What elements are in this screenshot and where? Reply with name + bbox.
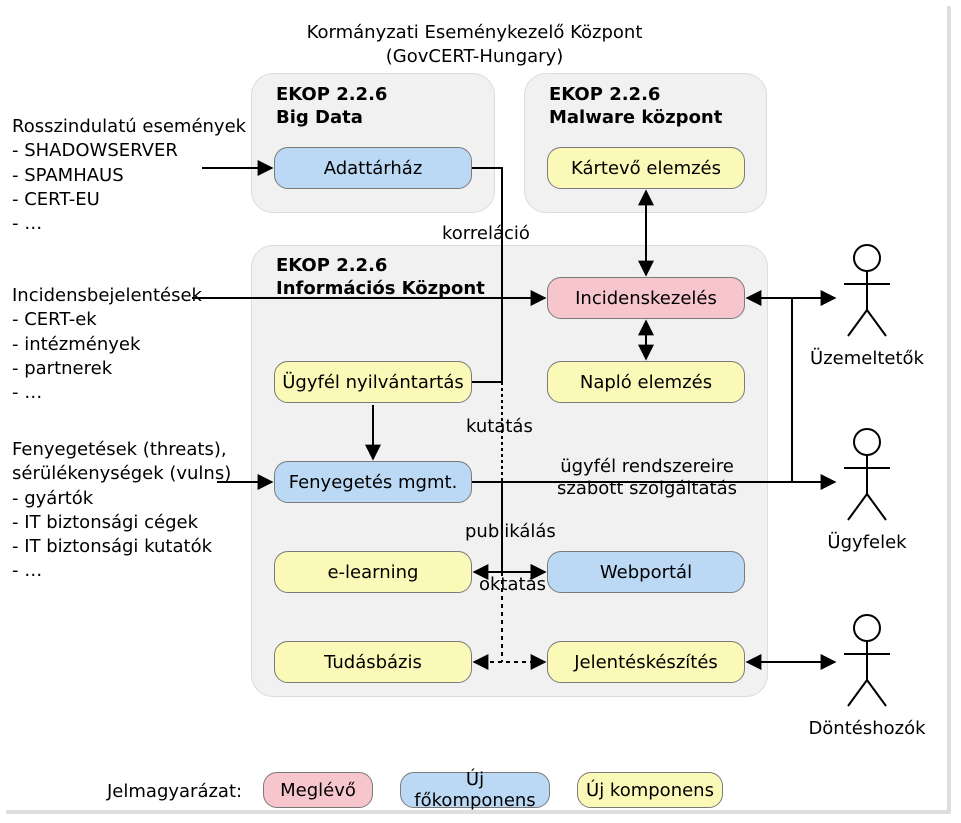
edge-label-korrelacio: korreláció: [442, 223, 530, 245]
node-label: Kártevő elemzés: [571, 158, 721, 179]
diagram-title-2: (GovCERT-Hungary): [2, 46, 947, 67]
node-label: Napló elemzés: [580, 372, 712, 393]
node-label: Tudásbázis: [324, 652, 422, 673]
node-elearning: e-learning: [274, 551, 472, 593]
actor-label-donteshozok: Döntéshozók: [802, 718, 932, 739]
diagram-title-1: Kormányzati Eseménykezelő Központ: [2, 22, 947, 43]
legend-meglevo: Meglévő: [263, 772, 373, 808]
node-kartevo: Kártevő elemzés: [547, 147, 745, 189]
node-label: Incidenskezelés: [575, 288, 717, 309]
node-ugyfel: Ügyfél nyilvántartás: [274, 361, 472, 403]
node-label: Webportál: [600, 562, 692, 583]
edge-label-kutatas: kutatás: [466, 416, 533, 438]
actor-icon-donteshozok: [844, 615, 890, 706]
node-naplo: Napló elemzés: [547, 361, 745, 403]
node-label: Ügyfél nyilvántartás: [282, 372, 464, 393]
node-label: Fenyegetés mgmt.: [289, 472, 458, 493]
actor-icon-uzemeltetok: [844, 245, 890, 336]
edge-label-publikalas: publikálás: [465, 521, 556, 543]
actor-label-uzemeltetok: Üzemeltetők: [802, 348, 932, 369]
legend-text: Meglévő: [280, 780, 356, 801]
node-jelentes: Jelentéskészítés: [547, 641, 745, 683]
legend-text: Új főkomponens: [407, 769, 543, 811]
node-tudasbazis: Tudásbázis: [274, 641, 472, 683]
node-label: Jelentéskészítés: [574, 652, 718, 673]
node-label: e-learning: [327, 562, 418, 583]
legend-ujfo: Új főkomponens: [400, 772, 550, 808]
main-frame: Kormányzati Eseménykezelő Központ (GovCE…: [2, 2, 947, 810]
edge-label-oktatas: oktatás: [479, 574, 546, 596]
legend-ujkomp: Új komponens: [577, 772, 723, 808]
node-fenyeget: Fenyegetés mgmt.: [274, 461, 472, 503]
node-webportal: Webportál: [547, 551, 745, 593]
node-adattarhaz: Adattárház: [274, 147, 472, 189]
node-label: Adattárház: [324, 158, 423, 179]
group-info-title: EKOP 2.2.6Információs Központ: [276, 255, 485, 300]
group-malware-title: EKOP 2.2.6Malware központ: [549, 84, 722, 129]
actor-label-ugyfelek: Ügyfelek: [802, 532, 932, 553]
legend-text: Új komponens: [586, 780, 714, 801]
legend-label: Jelmagyarázat:: [107, 781, 242, 803]
left-text-fenyegetesek: Fenyegetések (threats),sérülékenységek (…: [12, 438, 231, 584]
node-incidens: Incidenskezelés: [547, 277, 745, 319]
left-text-rosszindulatu: Rosszindulatú események- SHADOWSERVER- S…: [12, 115, 246, 236]
left-text-incidensbejelentesek: Incidensbejelentések- CERT-ek- intézmény…: [12, 284, 202, 405]
edge-label-ugyfel-szolg: ügyfél rendszereireszabott szolgáltatás: [557, 456, 737, 499]
group-bigdata-title: EKOP 2.2.6Big Data: [276, 84, 387, 129]
actor-icon-ugyfelek: [844, 429, 890, 520]
